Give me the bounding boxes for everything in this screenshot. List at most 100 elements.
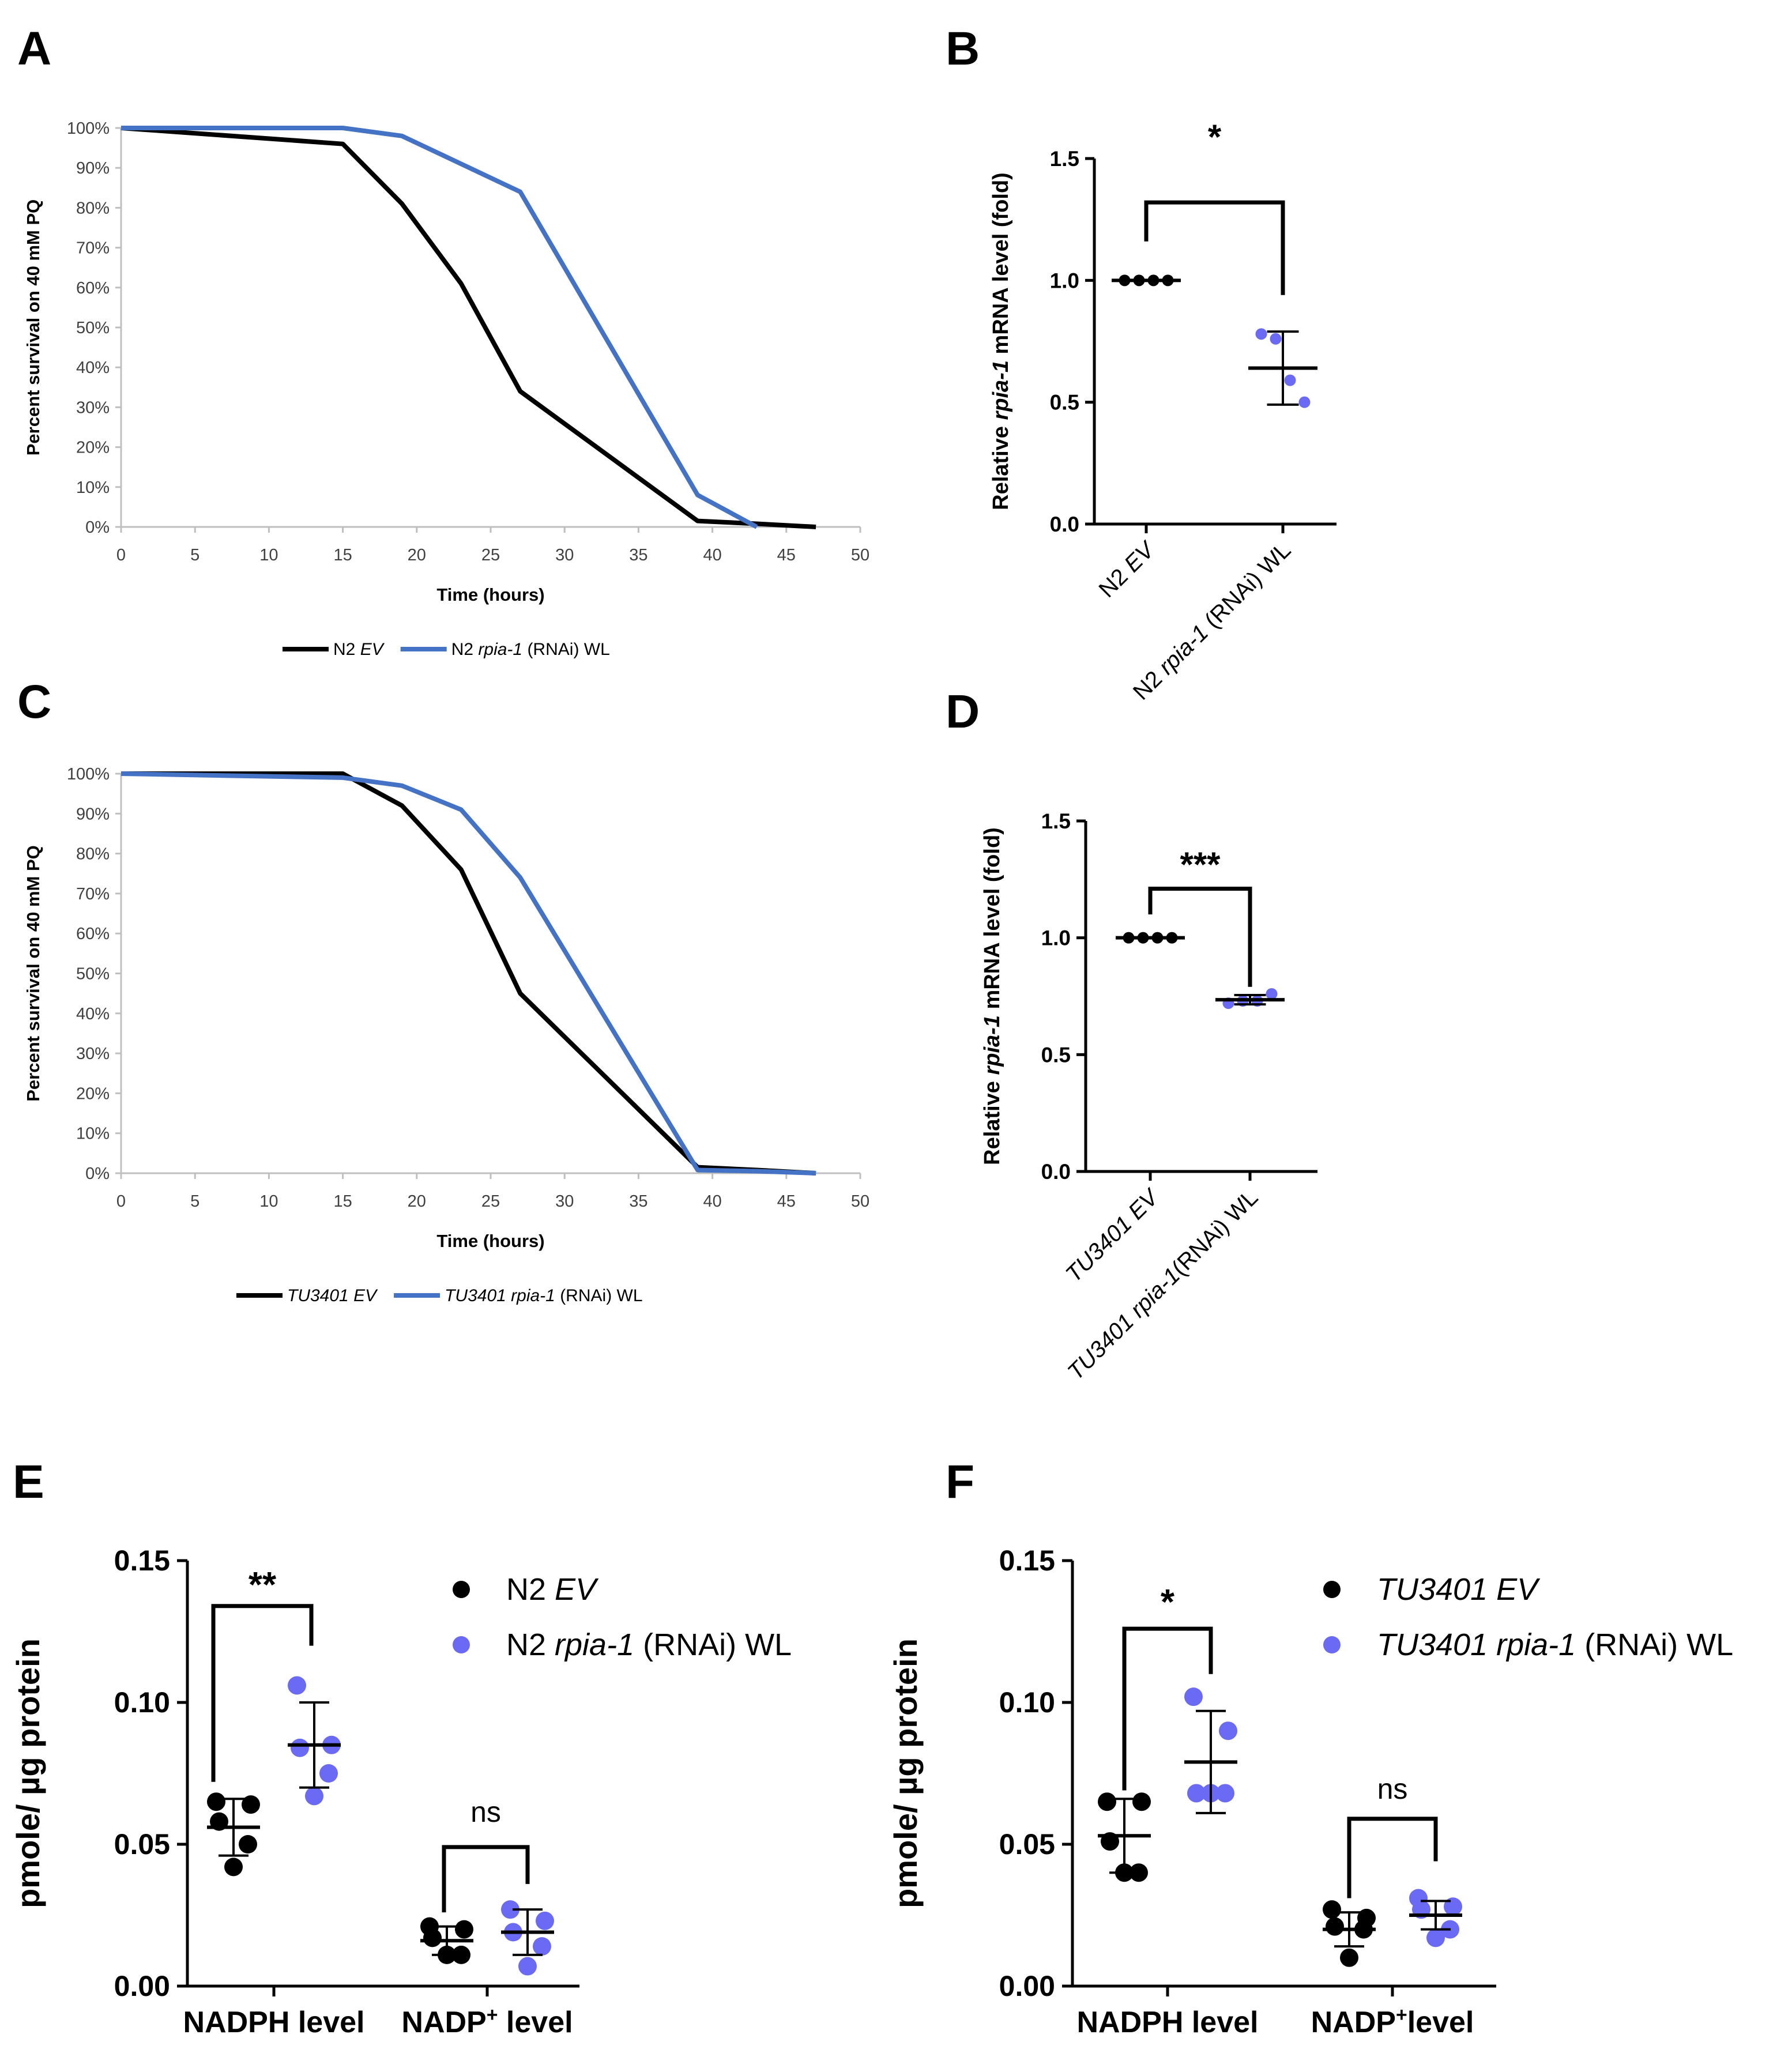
y-tick-label: 1.0 (1041, 926, 1071, 950)
group-label-text: level (1407, 2006, 1474, 2039)
category-label-italic: TU3401 EV (1061, 1184, 1165, 1287)
y-tick-label: 1.0 (1050, 269, 1079, 292)
y-axis-title-text: Relative (989, 420, 1013, 510)
data-point (1266, 988, 1278, 1000)
panel-letter-d: D (946, 685, 980, 738)
data-point (1284, 374, 1296, 386)
data-point (501, 1900, 519, 1919)
group-label-text: NADPH level (183, 2006, 365, 2039)
y-tick-label: 0.05 (114, 1828, 170, 1860)
y-axis-title-italic: rpia-1 (989, 360, 1013, 420)
group-label-text: NADPH level (1077, 2006, 1259, 2039)
x-tick-label: 20 (408, 1192, 426, 1211)
significance-label: ns (470, 1796, 501, 1828)
significance-bracket (1122, 1626, 1213, 1791)
y-tick-label: 30% (76, 1045, 110, 1063)
data-point (1098, 1792, 1116, 1811)
mrna-chart-b: 0.0 0.5 1.0 1.5 Relative rpia-1 mRNA level (… (989, 118, 1337, 705)
mrna-chart-d: 0.0 0.5 1.0 1.5 Relative rpia-1 mRNA level (… (980, 809, 1317, 1385)
data-point (1255, 328, 1267, 340)
x-tick-label: 25 (481, 1192, 500, 1211)
significance-label: * (1161, 1583, 1175, 1622)
data-point (239, 1835, 257, 1853)
legend-label-text: (RNAi) WL (1576, 1627, 1733, 1662)
y-tick-label: 60% (76, 279, 110, 297)
category-label-text: (RNAi) WL (1167, 1185, 1263, 1280)
significance-bracket (442, 1845, 530, 1913)
significance-label: *** (1180, 845, 1221, 884)
data-point (224, 1858, 243, 1877)
y-tick-label: 0.0 (1041, 1160, 1071, 1184)
y-tick-label: 0.15 (114, 1544, 170, 1577)
data-point (1340, 1948, 1358, 1967)
y-tick-label: 30% (76, 398, 110, 417)
y-tick-label: 70% (76, 239, 110, 258)
y-tick-label: 0.10 (114, 1686, 170, 1719)
y-tick-label: 80% (76, 199, 110, 217)
legend-italic: rpia-1 (478, 640, 522, 659)
panel-letter-a: A (17, 22, 51, 75)
data-point (288, 1676, 306, 1695)
legend-text: (RNAi) WL (522, 640, 610, 659)
category-label-text: (RNAi) WL (1195, 537, 1296, 638)
y-tick-label: 1.5 (1041, 809, 1071, 833)
category-label: TU3401 EV (1061, 1184, 1165, 1287)
y-axis-title: Percent survival on 40 mM PQ (23, 845, 43, 1102)
legend-label-text: N2 (506, 1572, 555, 1607)
series-line-1 (121, 126, 816, 529)
x-tick-label: 10 (259, 1192, 278, 1211)
x-tick-label: 25 (481, 546, 500, 564)
legend-label-italic: rpia-1 (555, 1627, 634, 1662)
group-label-sup: + (1396, 2004, 1407, 2026)
significance-label: * (1208, 118, 1222, 156)
legend-marker (1323, 1636, 1341, 1653)
legend-label: N2 rpia-1 (RNAi) WL (506, 1627, 792, 1662)
y-axis-title-text: mRNA level (fold) (980, 827, 1004, 1015)
x-tick-label: 0 (116, 1192, 126, 1211)
legend-label-italic: TU3401 EV (1377, 1572, 1541, 1607)
legend-italic: TU3401 EV (287, 1286, 378, 1305)
data-point (291, 1738, 309, 1757)
legend-label: TU3401 rpia-1 (RNAi) WL (1377, 1627, 1733, 1662)
y-axis-title: Relative rpia-1 mRNA level (fold) (980, 827, 1004, 1165)
panel-letter-b: B (946, 22, 980, 75)
group-label-sup: + (487, 2004, 498, 2026)
category-label: N2 EV (1094, 536, 1161, 602)
data-point (1270, 333, 1282, 345)
panel-letter-c: C (17, 676, 51, 728)
data-point (1219, 1721, 1237, 1740)
panel-letter-f: F (946, 1456, 974, 1508)
survival-chart-c: 0% 10% 20% 30% 40% 50% 60% 70% 80% 90% 100% 0 5 10 15 2… (23, 765, 869, 1305)
y-tick-label: 40% (76, 359, 110, 377)
group-label-text: NADP (1311, 2006, 1396, 2039)
data-point (305, 1787, 323, 1806)
legend-text: (RNAi) WL (555, 1286, 643, 1305)
data-point (423, 1928, 442, 1947)
y-tick-label: 1.5 (1050, 147, 1079, 171)
legend-label: N2 EV (333, 640, 385, 659)
group-label: NADPH level (183, 2006, 365, 2039)
y-axis-title: Percent survival on 40 mM PQ (23, 199, 43, 456)
y-tick-label: 0.00 (999, 1970, 1055, 2002)
legend-text: N2 (333, 640, 360, 659)
y-tick-label: 0.05 (999, 1828, 1055, 1860)
y-tick-label: 80% (76, 845, 110, 864)
y-tick-label: 20% (76, 1084, 110, 1103)
y-axis-title: pmole/ µg protein (10, 1638, 46, 1908)
legend-marker (453, 1636, 470, 1653)
significance-bracket (1148, 887, 1252, 987)
data-point (1323, 1900, 1341, 1919)
y-tick-label: 0.5 (1041, 1043, 1071, 1067)
y-tick-label: 0.10 (999, 1686, 1055, 1719)
series-line-1 (121, 771, 816, 1176)
group-label: NADPH level (1077, 2006, 1259, 2039)
survival-chart-a: 0% 10% 20% 30% 40% 50% 60% 70% 80% 90% 100% 0 5 10 15 2… (23, 119, 869, 659)
group-label-text: NADP (401, 2006, 486, 2039)
legend-marker (1323, 1581, 1341, 1598)
y-tick-label: 40% (76, 1005, 110, 1023)
x-tick-label: 45 (777, 546, 796, 564)
data-point (533, 1937, 551, 1956)
group-label: NADP+level (1311, 2004, 1474, 2039)
legend-italic: TU3401 rpia-1 (445, 1286, 555, 1305)
